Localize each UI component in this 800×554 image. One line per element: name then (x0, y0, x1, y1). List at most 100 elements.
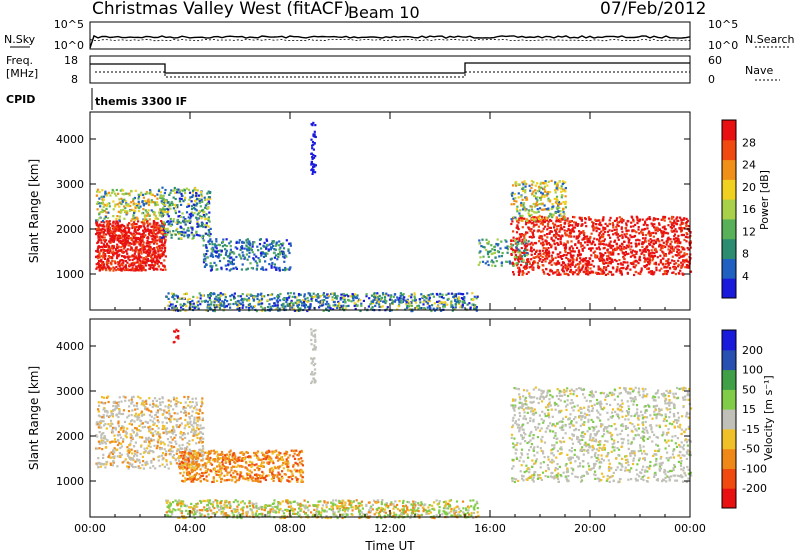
heatmap-cell (585, 225, 588, 228)
heatmap-cell (268, 303, 271, 306)
heatmap-cell (176, 188, 179, 191)
heatmap-cell (582, 258, 586, 261)
heatmap-cell (607, 262, 610, 265)
heatmap-cell (156, 203, 159, 206)
heatmap-cell (296, 299, 299, 302)
heatmap-cell (670, 229, 673, 232)
heatmap-cell (199, 303, 202, 306)
heatmap-cell (564, 233, 567, 236)
heatmap-cell (383, 299, 386, 302)
heatmap-cell (515, 240, 518, 243)
heatmap-cell (621, 230, 624, 233)
heatmap-cell (542, 247, 545, 250)
heatmap-cell (541, 217, 544, 220)
heatmap-cell (177, 417, 181, 421)
heatmap-cell (127, 237, 130, 240)
heatmap-cell (276, 306, 279, 309)
heatmap-cell (602, 240, 605, 243)
heatmap-cell (176, 419, 179, 423)
heatmap-cell (158, 188, 161, 191)
heatmap-cell (606, 230, 609, 233)
heatmap-cell (627, 264, 630, 267)
heatmap-cell (166, 229, 169, 232)
heatmap-cell (96, 188, 100, 191)
heatmap-cell (671, 245, 674, 248)
heatmap-cell (116, 222, 120, 225)
heatmap-cell (648, 242, 651, 245)
heatmap-cell (103, 221, 106, 224)
heatmap-cell (589, 237, 592, 240)
heatmap-cell (148, 243, 151, 246)
heatmap-cell (198, 225, 201, 228)
heatmap-cell (631, 249, 634, 252)
heatmap-cell (354, 307, 357, 311)
heatmap-cell (241, 251, 244, 254)
heatmap-cell (203, 254, 206, 258)
heatmap-cell (207, 217, 210, 220)
heatmap-cell (152, 240, 155, 243)
heatmap-cell (133, 263, 136, 266)
heatmap-cell (661, 226, 664, 229)
heatmap-cell (335, 295, 338, 298)
heatmap-cell (205, 224, 208, 227)
heatmap-cell (568, 232, 571, 235)
heatmap-cell (134, 250, 137, 253)
heatmap-cell (418, 298, 421, 301)
heatmap-cell (165, 460, 168, 463)
heatmap-cell (516, 205, 519, 208)
heatmap-cell (210, 308, 213, 311)
heatmap-cell (312, 296, 315, 299)
heatmap-cell (532, 221, 535, 224)
heatmap-cell (253, 295, 256, 298)
heatmap-cell (334, 305, 337, 308)
heatmap-cell (261, 307, 264, 310)
heatmap-cell (131, 249, 134, 252)
heatmap-cell (317, 296, 320, 299)
heatmap-cell (114, 227, 117, 230)
heatmap-cell (559, 240, 562, 243)
heatmap-cell (686, 219, 689, 222)
heatmap-cell (101, 189, 104, 192)
heatmap-cell (229, 248, 232, 251)
heatmap-cell (267, 248, 270, 251)
heatmap-cell (297, 294, 301, 297)
heatmap-cell (659, 261, 662, 264)
heatmap-cell (215, 305, 218, 308)
heatmap-cell (256, 297, 259, 301)
heatmap-cell (131, 254, 134, 257)
heatmap-cell (341, 307, 344, 310)
heatmap-cell (592, 229, 595, 232)
heatmap-cell (640, 269, 643, 272)
heatmap-cell (474, 304, 477, 307)
heatmap-cell (172, 230, 175, 233)
heatmap-cell (276, 295, 279, 298)
heatmap-cell (677, 263, 680, 266)
heatmap-cell (142, 241, 145, 244)
heatmap-cell (210, 268, 213, 271)
heatmap-cell (543, 185, 547, 188)
heatmap-cell (199, 294, 202, 297)
heatmap-cell (311, 155, 314, 159)
heatmap-cell (403, 296, 406, 299)
heatmap-cell (661, 239, 664, 242)
heatmap-cell (617, 263, 620, 266)
heatmap-cell (207, 207, 210, 210)
heatmap-cell (168, 231, 172, 234)
heatmap-cell (116, 465, 119, 468)
heatmap-cell (585, 260, 588, 263)
heatmap-cell (112, 246, 116, 249)
heatmap-cell (633, 266, 636, 269)
heatmap-cell (239, 255, 242, 258)
heatmap-cell (259, 293, 262, 296)
heatmap-cell (212, 309, 215, 312)
heatmap-cell (636, 219, 639, 222)
heatmap-cell (541, 238, 544, 241)
heatmap-cell (512, 197, 515, 200)
heatmap-cell (560, 202, 563, 205)
heatmap-cell (426, 302, 429, 305)
heatmap-cell (284, 305, 287, 308)
heatmap-cell (156, 239, 159, 242)
heatmap-cell (183, 189, 186, 192)
heatmap-cell (635, 252, 638, 255)
heatmap-cell (277, 255, 280, 258)
